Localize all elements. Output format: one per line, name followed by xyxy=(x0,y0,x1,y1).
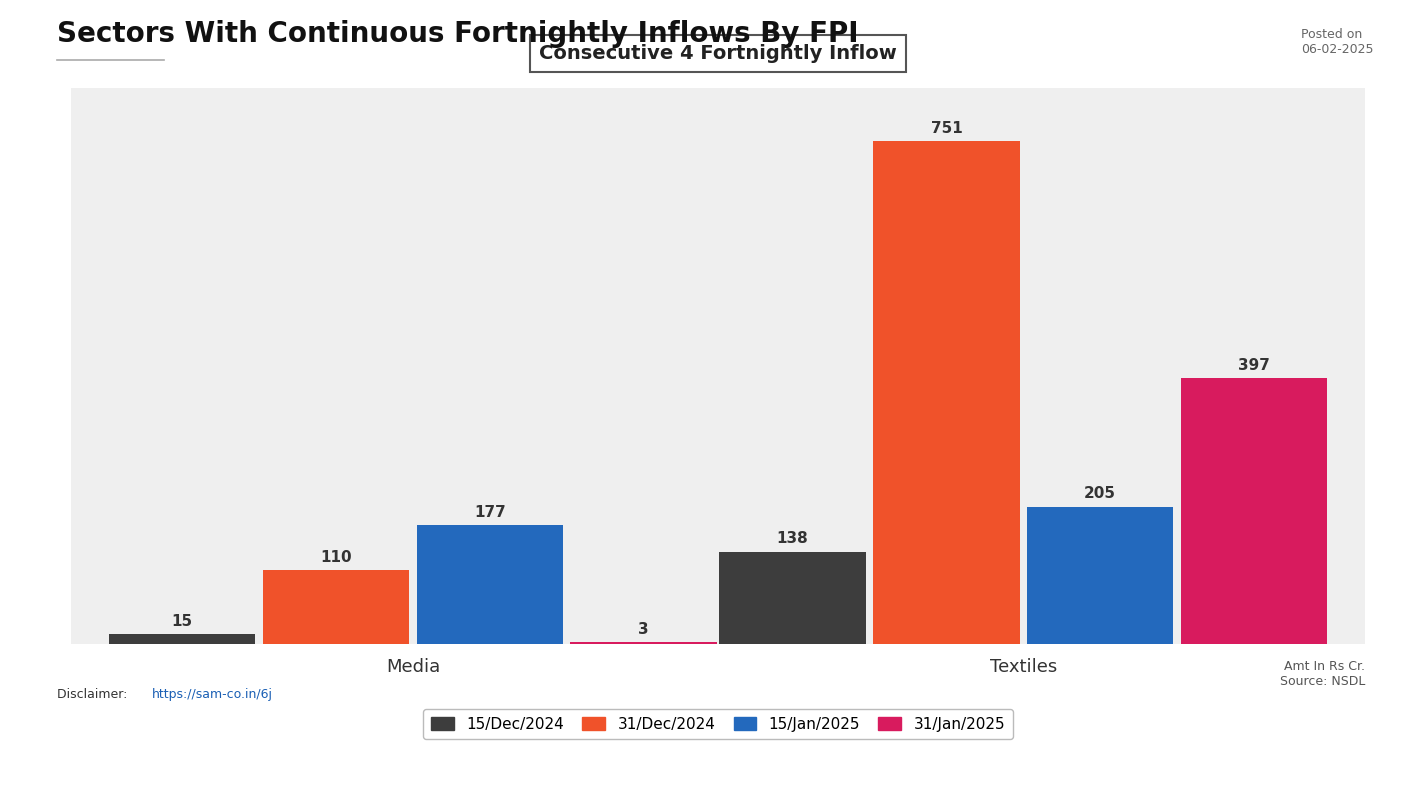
Bar xyxy=(1180,378,1327,644)
Text: 138: 138 xyxy=(776,531,809,546)
Text: 205: 205 xyxy=(1084,486,1116,502)
Text: 397: 397 xyxy=(1239,358,1270,373)
Bar xyxy=(720,551,866,644)
Text: https://sam-co.in/6j: https://sam-co.in/6j xyxy=(152,688,273,701)
Text: 110: 110 xyxy=(320,550,351,565)
Text: #SAMSHOTS: #SAMSHOTS xyxy=(43,742,280,774)
Bar xyxy=(417,526,563,644)
Bar xyxy=(109,634,256,644)
Text: Posted on
06-02-2025: Posted on 06-02-2025 xyxy=(1301,28,1374,56)
Text: Amt In Rs Cr.
Source: NSDL: Amt In Rs Cr. Source: NSDL xyxy=(1280,660,1365,688)
Bar xyxy=(263,570,410,644)
Legend: 15/Dec/2024, 31/Dec/2024, 15/Jan/2025, 31/Jan/2025: 15/Dec/2024, 31/Dec/2024, 15/Jan/2025, 3… xyxy=(424,709,1012,739)
Text: 751: 751 xyxy=(930,121,963,135)
Text: 177: 177 xyxy=(474,505,506,520)
Text: Disclaimer:: Disclaimer: xyxy=(57,688,131,701)
Text: 3: 3 xyxy=(638,622,648,637)
Bar xyxy=(1027,506,1173,644)
Text: Consecutive 4 Fortnightly Inflow: Consecutive 4 Fortnightly Inflow xyxy=(539,44,897,63)
Text: Sectors With Continuous Fortnightly Inflows By FPI: Sectors With Continuous Fortnightly Infl… xyxy=(57,20,859,48)
Bar xyxy=(570,642,717,644)
Text: ✓SAMCO: ✓SAMCO xyxy=(1216,742,1379,774)
Bar xyxy=(873,141,1020,644)
Text: 15: 15 xyxy=(172,614,193,629)
